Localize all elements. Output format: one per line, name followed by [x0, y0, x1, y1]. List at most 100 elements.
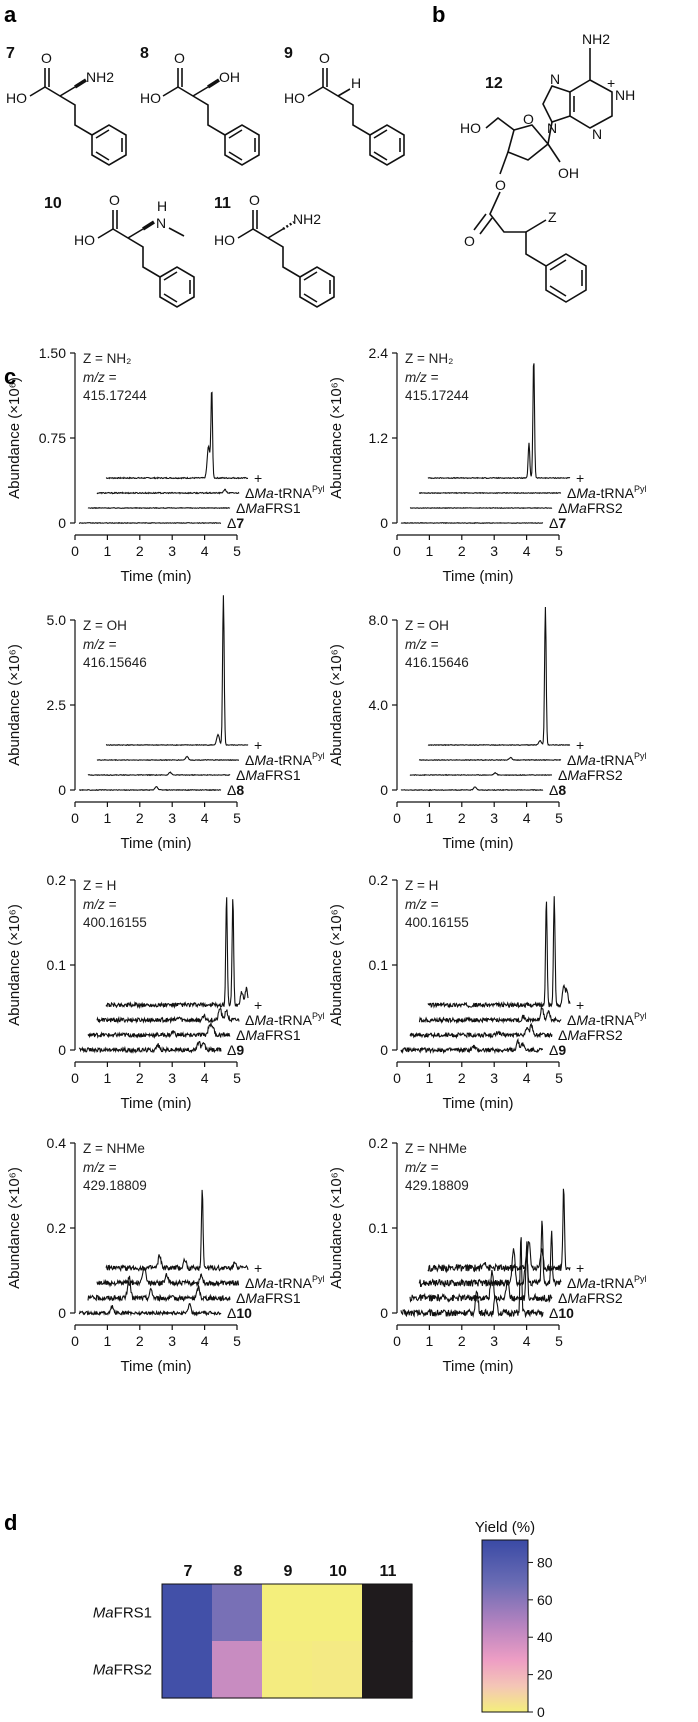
trace-row4-left-1 [96, 1266, 240, 1288]
compound-10-structure [97, 210, 195, 308]
trace-row3-right-2 [409, 1022, 553, 1040]
trace-label-2-1: ΔMa-tRNAPyl [245, 751, 324, 768]
chromatogram-row3-right: 0 0.1 0.2 0 1 2 3 4 5 Time (min) Abundance (×10⁶) Z… [328, 872, 646, 1112]
trace-row2-left-1 [96, 755, 239, 762]
trace-row3-left-3 [78, 1040, 222, 1054]
mz-label: m/z = [405, 897, 438, 912]
x-tick-label: 4 [523, 1333, 531, 1349]
x-axis-label: Time (min) [442, 835, 513, 852]
trace-label-5-0: + [576, 997, 584, 1013]
x-tick-label: 0 [71, 1333, 79, 1349]
y-tick-label: 0 [380, 782, 388, 798]
x-tick-label: 1 [426, 1333, 434, 1349]
trace-row1-left-0 [105, 391, 249, 480]
heatmap-row-label: MaFRS1 [93, 1605, 152, 1622]
trace-row1-left-1 [96, 488, 240, 495]
chromatogram-row4-right: 0 0.1 0.2 0 1 2 3 4 5 Time (min) Abundance (×10⁶) Z… [328, 1135, 646, 1375]
y-axis-label: Abundance (×10⁶) [6, 904, 23, 1026]
chromatogram-row2-right: 0 4.0 8.0 0 1 2 3 4 5 Time (min) Abundance (×10⁶) Z… [328, 606, 646, 852]
x-tick-label: 2 [458, 1070, 466, 1086]
z-annotation: Z = OH [83, 618, 127, 633]
compound-10-nh-hydrogen: H [157, 198, 167, 214]
x-tick-label: 1 [426, 543, 434, 559]
compound-12-charge: + [607, 75, 615, 91]
trace-label-3-1: ΔMa-tRNAPyl [567, 751, 646, 768]
trace-row2-right-2 [409, 771, 552, 777]
x-tick-label: 5 [233, 810, 241, 826]
trace-label-7-3: Δ10 [549, 1305, 574, 1321]
x-tick-label: 1 [426, 1070, 434, 1086]
z-annotation: Z = NHMe [405, 1141, 467, 1156]
heatmap-cell [262, 1584, 313, 1642]
y-axis-label: Abundance (×10⁶) [328, 904, 345, 1026]
trace-label-4-1: ΔMa-tRNAPyl [245, 1011, 324, 1028]
y-tick-label: 8.0 [369, 612, 389, 628]
compound-11-hydroxyl: HO [214, 232, 235, 248]
trace-row2-left-2 [87, 771, 231, 777]
compound-9-substituent: H [351, 75, 361, 91]
trace-row3-left-1 [96, 1007, 240, 1025]
compound-10-substituent: N [156, 215, 166, 231]
yield-heatmap: 7 8 9 10 11 MaFRS1 MaFRS2 [93, 1563, 413, 1699]
trace-row4-right-0 [427, 1188, 571, 1274]
mz-label: m/z = [405, 370, 438, 385]
y-axis-label: Abundance (×10⁶) [6, 1167, 23, 1289]
x-tick-label: 3 [168, 810, 176, 826]
compound-8-substituent: OH [219, 69, 240, 85]
x-tick-label: 4 [201, 810, 209, 826]
compound-12-ester-link-o: O [495, 177, 506, 193]
colorbar-tick-label: 20 [537, 1667, 553, 1683]
trace-label-1-3: Δ7 [549, 515, 566, 531]
trace-label-4-2: ΔMaFRS1 [236, 1027, 301, 1043]
trace-label-4-3: Δ9 [227, 1042, 244, 1058]
x-tick-label: 1 [104, 1333, 112, 1349]
trace-row3-right-1 [418, 1005, 562, 1025]
x-tick-label: 2 [136, 1070, 144, 1086]
trace-row1-left-2 [87, 506, 231, 510]
trace-row4-right-3 [400, 1237, 544, 1319]
mz-value: 416.15646 [83, 655, 147, 670]
trace-row4-left-2 [87, 1275, 231, 1303]
heatmap-column-label: 11 [380, 1563, 397, 1580]
x-axis-label: Time (min) [442, 1095, 513, 1112]
y-tick-label: 0.1 [369, 1220, 389, 1236]
compound-12-structure [473, 48, 613, 303]
colorbar-tick-label: 0 [537, 1704, 545, 1720]
trace-label-7-2: ΔMaFRS2 [558, 1290, 623, 1306]
z-annotation: Z = NH₂ [83, 351, 131, 366]
y-tick-label: 0 [58, 515, 66, 531]
x-tick-label: 1 [104, 543, 112, 559]
x-tick-label: 2 [136, 810, 144, 826]
y-tick-label: 0.2 [47, 1220, 67, 1236]
chromatogram-row1-left: 0 0.75 1.50 0 1 2 3 4 5 Time (min) Abundance (×10⁶… [6, 345, 324, 585]
trace-row2-right-1 [418, 756, 562, 762]
trace-row1-right-0 [427, 363, 571, 480]
trace-label-1-2: ΔMaFRS2 [558, 500, 623, 516]
compound-9-number: 9 [284, 45, 293, 62]
heatmap-cell [362, 1584, 413, 1642]
x-axis-label: Time (min) [120, 1358, 191, 1375]
yield-colorbar: Yield (%) 0 20 40 60 80 [475, 1519, 553, 1720]
compound-7-structure [29, 68, 127, 166]
trace-row2-right-3 [400, 786, 544, 792]
compound-12-ring-o: O [523, 111, 534, 127]
compound-12-protonated-n: NH [615, 87, 635, 103]
trace-label-3-3: Δ8 [549, 782, 566, 798]
compound-12-ring-n1: N [550, 71, 560, 87]
z-annotation: Z = OH [405, 618, 449, 633]
x-tick-label: 3 [490, 1333, 498, 1349]
x-tick-label: 4 [523, 543, 531, 559]
heatmap-cell [162, 1584, 213, 1642]
compound-11-number: 11 [214, 195, 231, 212]
x-tick-label: 0 [71, 1070, 79, 1086]
trace-row1-right-1 [418, 491, 562, 495]
x-tick-label: 0 [393, 543, 401, 559]
trace-row1-right-2 [409, 506, 553, 510]
trace-label-6-1: ΔMa-tRNAPyl [245, 1274, 324, 1291]
y-tick-label: 4.0 [369, 697, 389, 713]
mz-label: m/z = [83, 637, 116, 652]
compound-12-hydroxyl-left: HO [460, 120, 481, 136]
y-tick-label: 2.5 [47, 697, 67, 713]
z-annotation: Z = NH₂ [405, 351, 453, 366]
trace-label-6-2: ΔMaFRS1 [236, 1290, 301, 1306]
